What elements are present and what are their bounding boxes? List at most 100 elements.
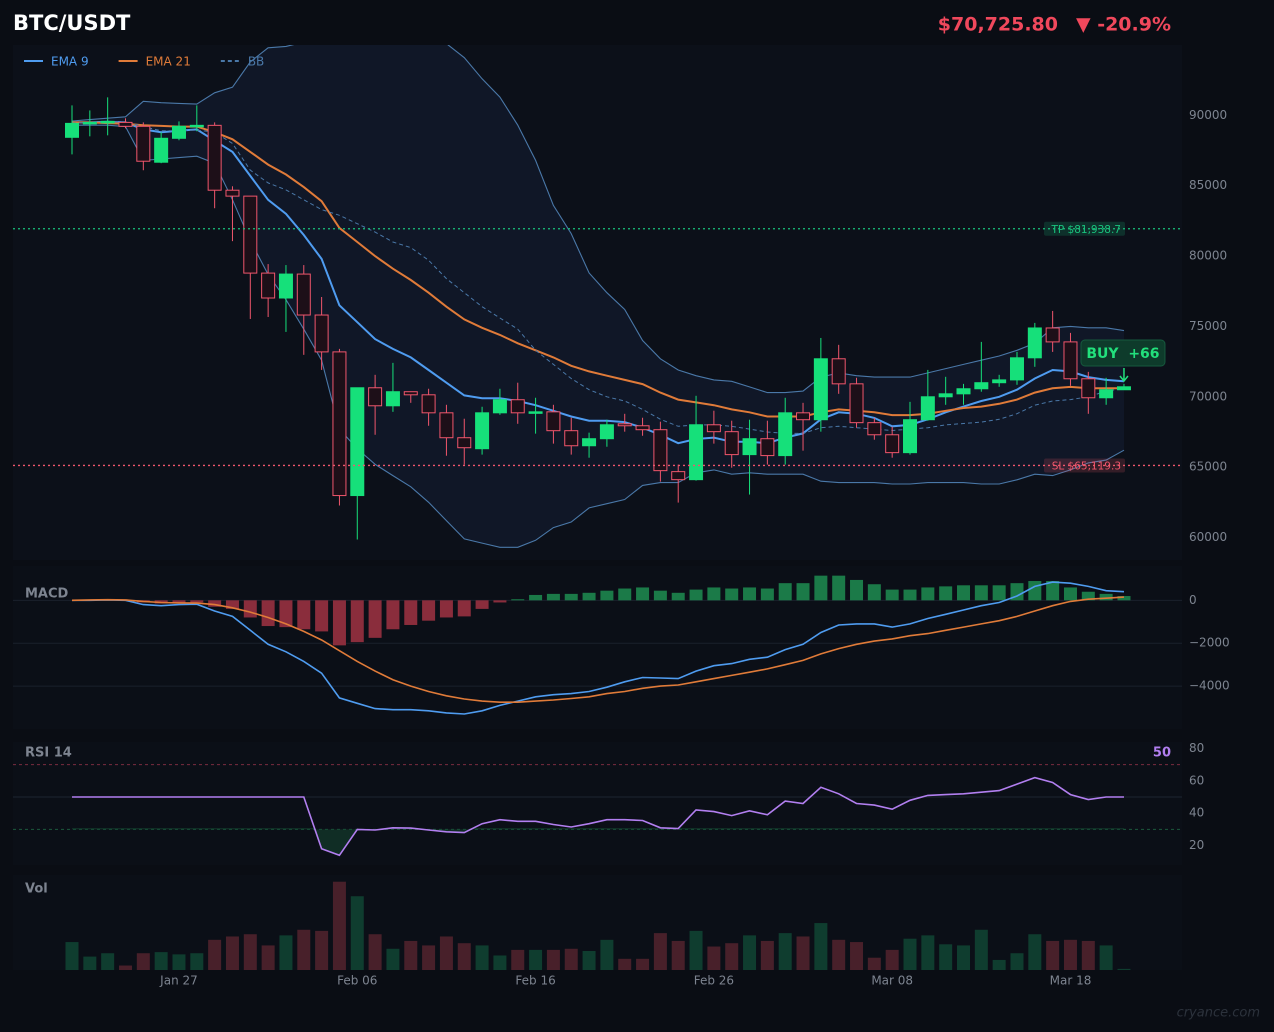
macd-histogram-bar: [208, 600, 222, 607]
volume-bar: [796, 936, 810, 970]
volume-bar: [1046, 940, 1060, 970]
macd-histogram-bar: [493, 600, 507, 603]
legend-label: EMA 21: [146, 55, 191, 69]
volume-bar: [707, 946, 721, 970]
macd-histogram-bar: [1010, 583, 1024, 601]
macd-histogram-bar: [974, 585, 988, 601]
macd-histogram-bar: [332, 600, 346, 646]
macd-histogram-bar: [653, 590, 667, 601]
y-tick-label: 90000: [1189, 108, 1227, 122]
macd-histogram-bar: [225, 600, 239, 609]
candle-body: [724, 431, 739, 456]
bollinger-upper: [71, 45, 1125, 394]
volume-bar: [457, 943, 471, 970]
candle-body: [225, 189, 240, 197]
macd-histogram-bar: [422, 600, 436, 621]
macd-histogram-bar: [368, 600, 382, 638]
candle-body: [403, 391, 418, 396]
volume-bar: [850, 942, 864, 970]
macd-histogram-bar: [529, 594, 543, 601]
y-tick-label: 0: [1189, 593, 1197, 607]
macd-histogram-bar: [725, 588, 739, 601]
macd-histogram-bar: [867, 584, 881, 601]
candle-body: [475, 412, 490, 450]
price-plot: [65, 45, 1131, 548]
candle-body: [65, 122, 79, 138]
volume-bar: [1028, 934, 1042, 970]
volume-bar: [743, 935, 757, 970]
oversold-zone: [72, 828, 1124, 856]
y-tick-label: 70000: [1189, 389, 1227, 403]
volume-bar: [136, 953, 150, 970]
candle-body: [920, 396, 935, 421]
volume-bar: [636, 958, 650, 970]
candle-body: [332, 351, 347, 497]
candle-body: [885, 434, 900, 454]
macd-histogram-bar: [511, 599, 525, 601]
candle-body: [243, 195, 258, 274]
macd-histogram-bar: [404, 600, 418, 625]
candle-body: [867, 422, 882, 436]
macd-histogram-bar: [564, 593, 578, 601]
candle-body: [82, 121, 97, 125]
x-tick-label: Feb 06: [337, 974, 377, 988]
macd-histogram-bar: [1063, 587, 1077, 601]
candle-body: [992, 379, 1007, 384]
volume-bar: [814, 923, 828, 970]
watermark: cryance.com: [1177, 1006, 1260, 1021]
volume-bar: [118, 965, 132, 970]
volume-bar: [760, 940, 774, 970]
macd-histogram-bar: [778, 583, 792, 601]
volume-bar: [154, 952, 168, 970]
rsi-panel: [13, 742, 1182, 865]
volume-bar: [1117, 968, 1131, 970]
macd-histogram-bar: [243, 600, 257, 618]
candle-body: [956, 388, 971, 395]
macd-histogram-bar: [1028, 581, 1042, 601]
volume-bar: [867, 957, 881, 970]
macd-line: [71, 596, 1125, 703]
candle-body: [974, 382, 989, 390]
candle-body: [1045, 327, 1060, 343]
macd-histogram-bar: [992, 585, 1006, 601]
candle-body: [1081, 378, 1096, 399]
volume-bar: [529, 949, 543, 970]
volume-bar: [208, 939, 222, 970]
macd-histogram-bar: [1099, 593, 1113, 601]
macd-histogram-bar: [636, 587, 650, 601]
chart-title: BTC/USDT: [13, 11, 131, 35]
oversold-fill: [72, 828, 1124, 856]
volume-bar: [83, 956, 97, 970]
panel-title: MACD: [25, 587, 69, 602]
volume-bar: [350, 896, 364, 970]
x-tick-label: Jan 27: [159, 974, 198, 988]
macd-histogram-bar: [279, 600, 293, 628]
volume-bar: [225, 936, 239, 970]
indicator-line: [72, 121, 1124, 418]
macd-histogram-bar: [600, 590, 614, 601]
candle-body: [742, 438, 757, 456]
candle-body: [903, 419, 918, 454]
volume-bar: [261, 945, 275, 970]
panel-title: Vol: [25, 882, 48, 897]
candle-body: [1116, 386, 1131, 391]
volume-panel: [13, 875, 1182, 970]
volume-bar: [1099, 945, 1113, 970]
volume-bar: [65, 942, 79, 970]
volume-bar: [386, 948, 400, 970]
candle-body: [671, 471, 686, 481]
level-label: SL $65,119.3: [1052, 460, 1121, 472]
candle-body: [439, 412, 454, 439]
candle-body: [207, 124, 222, 191]
candle-body: [261, 272, 276, 299]
candle-body: [849, 383, 864, 424]
macd-histogram-bar: [814, 575, 828, 601]
candle-body: [938, 393, 953, 398]
volume-bar: [582, 951, 596, 970]
volume-bar: [1063, 939, 1077, 970]
macd-histogram-bar: [1046, 581, 1060, 601]
volume-bar: [190, 953, 204, 970]
candle-body: [546, 411, 561, 432]
y-tick-label: 20: [1189, 838, 1204, 852]
